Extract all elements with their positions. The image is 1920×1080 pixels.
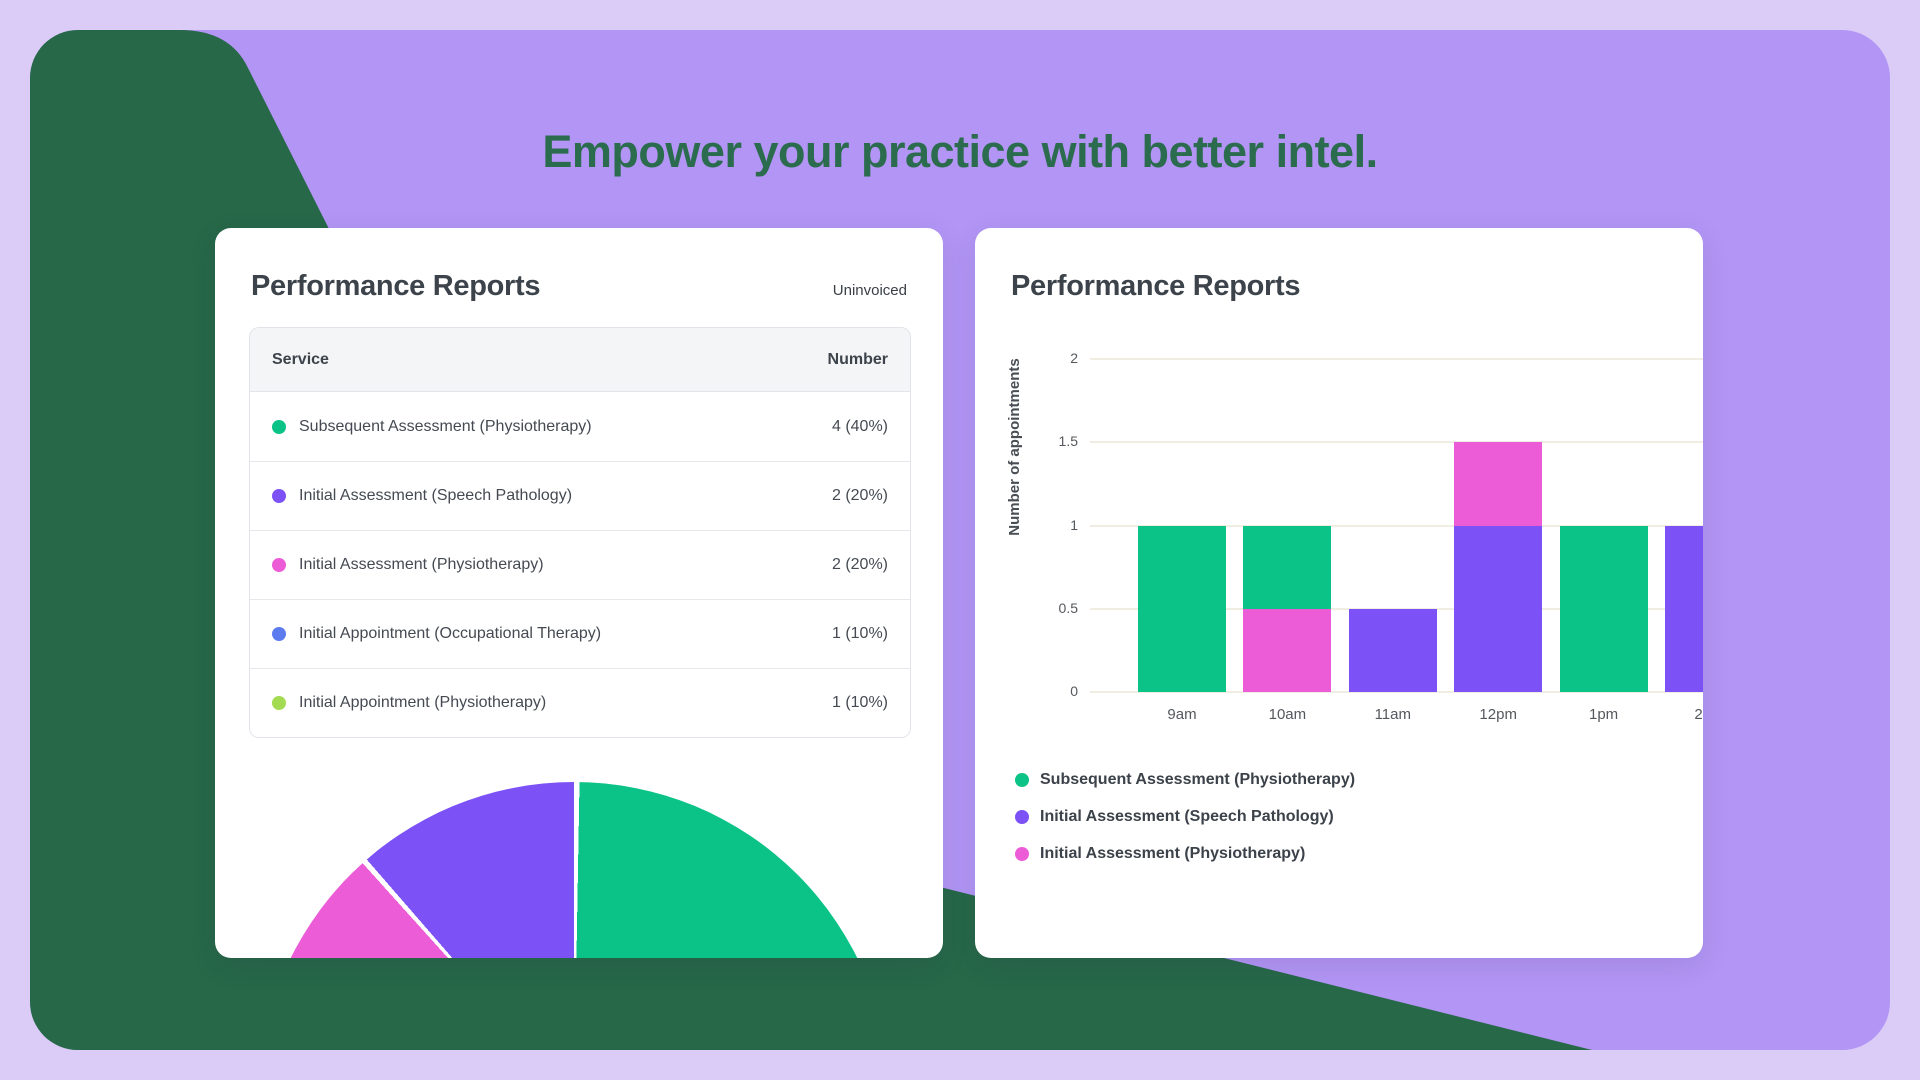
legend-color-dot	[1015, 810, 1029, 824]
y-axis-tick: 0	[1070, 683, 1078, 699]
gridline	[1090, 441, 1703, 444]
bar-segment	[1138, 525, 1226, 692]
gridline	[1090, 358, 1703, 360]
bar-segment	[1559, 525, 1648, 692]
service-color-dot	[272, 627, 286, 641]
service-count: 4 (40%)	[831, 417, 888, 435]
bar-segment	[1243, 525, 1332, 609]
inner-panel: Empower your practice with better intel.…	[30, 30, 1890, 1050]
performance-report-card-uninvoiced: Performance Reports Uninvoiced Service N…	[215, 228, 943, 958]
service-label: Initial Appointment (Occupational Therap…	[299, 625, 602, 642]
service-count: 1 (10%)	[831, 625, 888, 642]
left-card-header: Performance Reports Uninvoiced	[215, 270, 943, 303]
y-axis-tick: 2	[1070, 350, 1078, 366]
x-axis-tick: 10am	[1268, 706, 1307, 723]
legend-color-dot	[1015, 773, 1029, 787]
y-axis-tick: 1	[1070, 516, 1078, 533]
service-count: 1 (10%)	[831, 694, 888, 711]
bar-segment	[1454, 525, 1543, 692]
service-label: Initial Assessment (Speech Pathology)	[299, 487, 573, 504]
service-label: Initial Appointment (Physiotherapy)	[299, 694, 547, 711]
services-pie-chart	[258, 782, 890, 958]
legend-color-dot	[1015, 847, 1029, 861]
legend-item: Initial Assessment (Physiotherapy)	[1015, 842, 1355, 866]
table-row: Initial Appointment (Physiotherapy) 1 (10…	[250, 668, 910, 737]
service-count: 2 (20%)	[831, 556, 888, 573]
headline: Empower your practice with better intel.	[542, 126, 1378, 177]
legend-label: Subsequent Assessment (Physiotherapy)	[1040, 771, 1356, 788]
bar-segment	[1665, 525, 1703, 692]
legend-item: Subsequent Assessment (Physiotherapy)	[1015, 768, 1355, 792]
service-color-dot	[272, 419, 286, 434]
service-count: 2 (20%)	[831, 487, 888, 504]
services-table-header: Service Number	[250, 328, 910, 392]
left-card-title: Performance Reports	[251, 270, 541, 302]
column-number: Number	[827, 350, 888, 368]
services-table: Service Number Subsequent Assessment (Ph…	[249, 327, 911, 738]
x-axis-tick: 2pm	[1694, 706, 1703, 723]
gridline	[1090, 691, 1703, 693]
x-axis-tick: 11am	[1374, 706, 1411, 723]
service-color-dot	[272, 489, 286, 503]
table-row: Initial Assessment (Physiotherapy) 2 (20%…	[250, 530, 910, 599]
x-axis-tick: 9am	[1167, 706, 1197, 723]
right-card-header: Performance Reports	[975, 270, 1703, 303]
gridline	[1090, 524, 1703, 527]
service-label: Initial Assessment (Physiotherapy)	[299, 556, 544, 573]
chart-legend: Subsequent Assessment (Physiotherapy) Ini…	[1015, 768, 1355, 879]
performance-report-card-appointments: Performance Reports Number of appointmen…	[975, 228, 1703, 958]
service-label: Subsequent Assessment (Physiotherapy)	[299, 417, 592, 435]
bar-segment	[1243, 608, 1332, 692]
y-axis-tick: 1.5	[1058, 433, 1078, 450]
uninvoiced-badge: Uninvoiced	[832, 282, 907, 299]
bar-segment	[1348, 608, 1437, 692]
legend-label: Initial Assessment (Speech Pathology)	[1040, 808, 1334, 825]
table-row: Initial Assessment (Speech Pathology) 2 (…	[250, 461, 910, 530]
y-axis-tick: 0.5	[1058, 599, 1078, 616]
legend-item: Initial Assessment (Speech Pathology)	[1015, 805, 1355, 829]
bar-segment	[1454, 442, 1543, 526]
table-row: Initial Appointment (Occupational Therap…	[250, 599, 910, 668]
column-service: Service	[272, 350, 329, 368]
right-card-title: Performance Reports	[1011, 270, 1301, 302]
x-axis-tick: 1pm	[1589, 706, 1619, 723]
table-row: Subsequent Assessment (Physiotherapy) 4 (…	[250, 392, 910, 461]
legend-label: Initial Assessment (Physiotherapy)	[1040, 845, 1306, 862]
service-color-dot	[272, 558, 286, 572]
x-axis-tick: 12pm	[1479, 706, 1517, 723]
service-color-dot	[272, 696, 286, 710]
